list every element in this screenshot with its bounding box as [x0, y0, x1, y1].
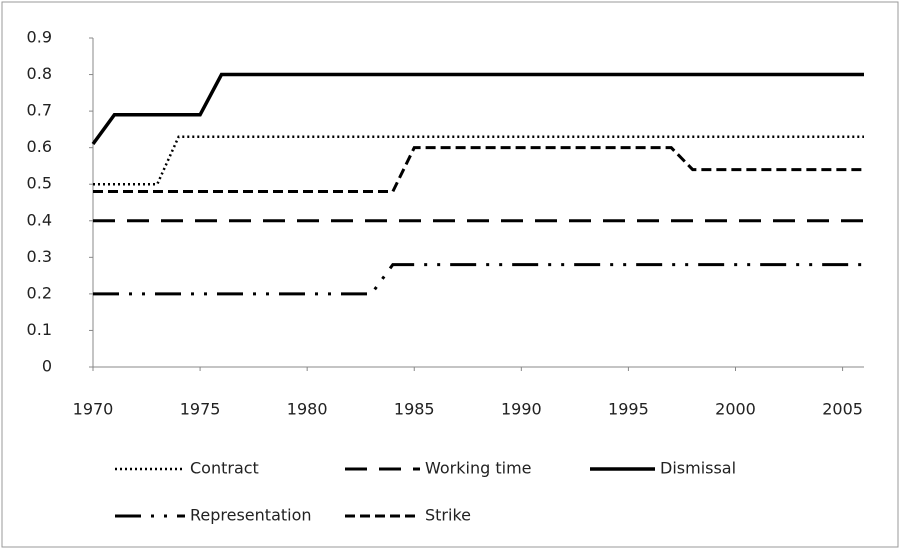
line-series — [93, 263, 864, 296]
y-tick-label: 0.2 — [27, 283, 52, 302]
legend-label: Contract — [190, 459, 259, 478]
legend-label: Representation — [190, 506, 312, 525]
y-tick-label: 0.7 — [27, 101, 52, 120]
x-tick-label: 1970 — [73, 400, 114, 419]
y-tick-label: 0.3 — [27, 247, 52, 266]
y-tick-label: 0.5 — [27, 174, 52, 193]
y-tick-label: 0.1 — [27, 320, 52, 339]
x-tick-label: 2005 — [822, 400, 863, 419]
legend-label: Working time — [425, 459, 532, 478]
x-tick-label: 1975 — [180, 400, 221, 419]
x-tick-label: 1985 — [394, 400, 435, 419]
x-tick-label: 1980 — [287, 400, 328, 419]
line-series — [93, 146, 864, 194]
line-series — [91, 72, 864, 146]
legend-label: Strike — [425, 506, 471, 525]
x-tick-label: 2000 — [715, 400, 756, 419]
legend-label: Dismissal — [660, 459, 736, 478]
y-tick-label: 0.4 — [27, 210, 52, 229]
line-series — [93, 135, 864, 186]
x-tick-label: 1990 — [501, 400, 542, 419]
y-tick-label: 0.8 — [27, 64, 52, 83]
y-tick-label: 0.6 — [27, 137, 52, 156]
x-tick-label: 1995 — [608, 400, 649, 419]
y-tick-label: 0 — [42, 357, 52, 376]
y-tick-label: 0.9 — [27, 28, 52, 47]
